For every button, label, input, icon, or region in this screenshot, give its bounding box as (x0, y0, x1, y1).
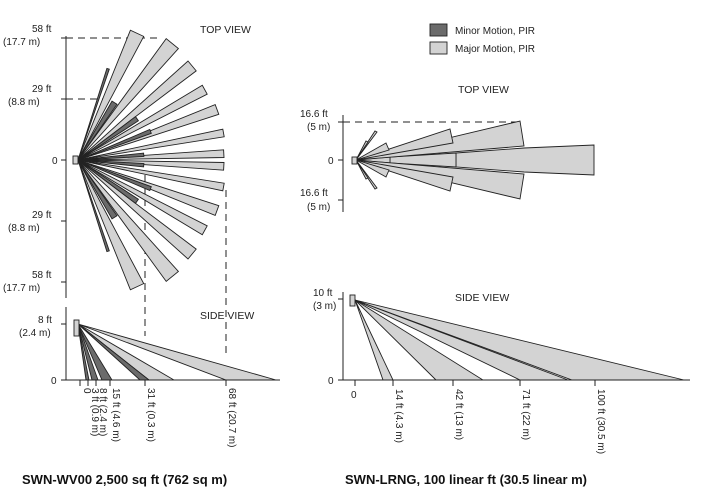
left-side-8ft: 8 ft (38, 315, 52, 326)
right-side-wedge-14 (354, 299, 394, 381)
left-x-8: 8 ft (2.4 m) (97, 388, 108, 436)
legend-minor-label: Minor Motion, PIR (455, 26, 535, 37)
fan-major-wedge-8 (77, 159, 225, 192)
left-top-fan (77, 29, 225, 291)
right-label-5m-bottom: (5 m) (307, 202, 330, 213)
right-label-5m-top: (5 m) (307, 122, 330, 133)
right-label-zero: 0 (328, 156, 334, 167)
left-x-0: 0 (81, 388, 92, 394)
left-side-x-labels: 0 3 ft (0.9 m) 8 ft (2.4 m) 15 ft (4.6 m… (79, 380, 237, 447)
right-side-3m: (3 m) (313, 301, 336, 312)
legend-minor-swatch (429, 23, 448, 37)
label-zero-top: 0 (52, 156, 58, 167)
legend-major-label: Major Motion, PIR (455, 44, 535, 55)
left-x-31: 31 ft (0.3 m) (145, 388, 156, 442)
fan-major-wedge-11 (77, 159, 197, 260)
legend: Minor Motion, PIR Major Motion, PIR (429, 23, 535, 55)
right-side-view: SIDE VIEW 10 ft (3 m) 0 0 14 ft (4.3 m) … (313, 288, 690, 454)
left-side-zero: 0 (51, 376, 57, 387)
fan-minor-wedge-2 (77, 128, 152, 161)
left-sensor-top (72, 155, 79, 165)
right-x-14: 14 ft (4.3 m) (393, 389, 404, 443)
fan-minor-wedge-5 (77, 159, 152, 192)
label-58ft-top: 58 ft (32, 24, 52, 35)
right-x-42: 42 ft (13 m) (453, 389, 464, 440)
right-top-wedge-upper-near (355, 142, 390, 161)
right-side-wedge-100 (354, 299, 685, 381)
label-29m-top: (8.8 m) (8, 97, 40, 108)
left-top-labels: 58 ft (17.7 m) 29 ft (8.8 m) 0 29 ft (8.… (3, 24, 58, 294)
fan-minor-wedge-3 (77, 152, 145, 161)
right-sensor-top (351, 156, 358, 165)
label-29m-bottom: (8.8 m) (8, 223, 40, 234)
right-top-fan (355, 120, 595, 200)
left-top-ticks (61, 37, 66, 283)
right-side-10ft: 10 ft (313, 288, 333, 299)
label-58m-bottom: (17.7 m) (3, 283, 40, 294)
label-29ft-top: 29 ft (32, 84, 52, 95)
fan-major-wedge-13 (77, 159, 145, 291)
fan-major-wedge-2 (77, 60, 197, 161)
left-side-wedge-3 (77, 323, 151, 381)
label-58ft-bottom: 58 ft (32, 270, 52, 281)
fan-minor-wedge-4 (77, 159, 145, 168)
fan-near-beam-down (77, 159, 110, 253)
right-caption: SWN-LRNG, 100 linear ft (30.5 linear m) (345, 472, 587, 487)
fan-major-wedge-1 (77, 37, 180, 161)
fan-near-beam-up (77, 67, 110, 161)
left-side-view-title: SIDE VIEW (200, 310, 254, 322)
right-label-16ft-top: 16.6 ft (300, 109, 328, 120)
fan-major-wedge-10 (77, 159, 208, 236)
right-side-wedge-42 (354, 299, 485, 381)
label-29ft-bottom: 29 ft (32, 210, 52, 221)
fan-minor-wedge-0 (77, 100, 118, 161)
right-side-view-title: SIDE VIEW (455, 292, 509, 304)
left-x-15: 15 ft (4.6 m) (110, 388, 121, 442)
left-side-8m: (2.4 m) (19, 328, 51, 339)
right-side-zero: 0 (328, 376, 334, 387)
right-side-wedge-71 (354, 299, 569, 381)
legend-major-swatch (429, 41, 448, 55)
right-x-71: 71 ft (22 m) (520, 389, 531, 440)
right-top-view: TOP VIEW 16.6 ft (5 m) 0 16.6 ft (5 m) (300, 84, 595, 213)
fan-minor-wedge-1 (77, 116, 140, 161)
fan-major-wedge-0 (77, 29, 145, 161)
right-top-wedge-up-b (355, 140, 369, 161)
right-side-x-labels: 0 14 ft (4.3 m) 42 ft (13 m) 71 ft (22 m… (351, 380, 606, 454)
fan-major-wedge-3 (77, 84, 208, 161)
left-sensor-side (73, 319, 80, 337)
left-caption: SWN-WV00 2,500 sq ft (762 sq m) (22, 472, 227, 487)
left-side-view: SIDE VIEW 8 ft (2.4 m) 0 0 3 ft (0.9 m) … (19, 307, 280, 447)
left-side-wedge-2 (77, 323, 113, 381)
left-x-68: 68 ft (20.7 m) (226, 388, 237, 447)
right-top-view-title: TOP VIEW (458, 84, 509, 96)
left-side-wedge-1 (77, 323, 99, 381)
left-side-wedge-5 (77, 323, 277, 381)
fan-major-wedge-12 (77, 159, 180, 283)
fan-minor-wedge-6 (77, 159, 140, 204)
right-top-wedge-down-b (355, 159, 369, 180)
right-label-16ft-bottom: 16.6 ft (300, 188, 328, 199)
left-x-3: 3 ft (0.9 m) (89, 388, 100, 436)
right-x-100: 100 ft (30.5 m) (595, 389, 606, 454)
left-top-view-title: TOP VIEW (200, 24, 251, 36)
right-x-0: 0 (351, 390, 357, 401)
fan-major-wedge-5 (77, 128, 225, 161)
right-top-wedge-lower-near (355, 159, 390, 178)
fan-minor-wedge-7 (77, 159, 118, 220)
left-top-view: TOP VIEW 58 ft (17.7 m) 29 ft (8.8 m) 0 … (3, 24, 251, 356)
label-58m-top: (17.7 m) (3, 37, 40, 48)
right-sensor-side (349, 294, 356, 307)
